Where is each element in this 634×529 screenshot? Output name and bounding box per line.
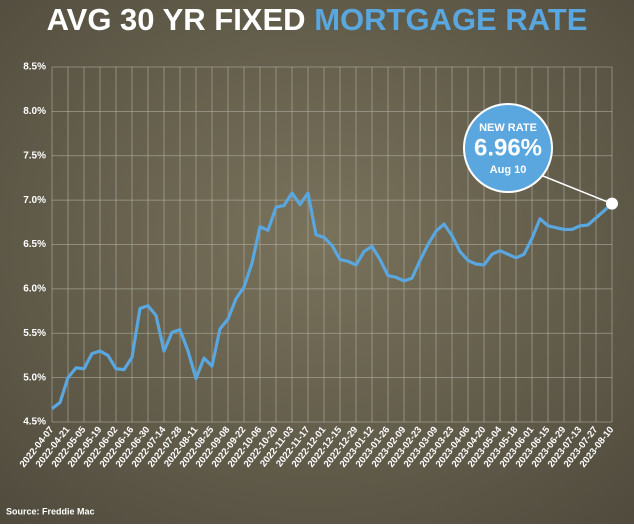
chart-title: AVG 30 YR FIXED MORTGAGE RATE [47,2,588,37]
y-tick-label: 4.5% [23,417,46,428]
callout-line [537,173,613,205]
y-tick-label: 6.0% [23,284,46,295]
y-tick-label: 7.5% [23,150,46,161]
y-tick-label: 5.5% [23,328,46,339]
callout-label: NEW RATE [479,122,537,134]
source: Source: Freddie Mac [6,506,95,516]
y-tick-label: 7.0% [23,195,46,206]
y-tick-label: 8.5% [23,62,46,73]
y-tick-label: 8.0% [23,106,46,117]
title-main: AVG 30 YR FIXED [47,2,306,37]
end-point [606,197,618,210]
y-tick-label: 5.0% [23,372,46,383]
callout-date: Aug 10 [490,164,527,176]
line [51,191,614,410]
callout-circle [463,103,553,193]
callout-value: 6.96% [474,134,542,161]
y-tick-label: 6.5% [23,239,46,250]
title-highlight: MORTGAGE RATE [314,2,587,37]
